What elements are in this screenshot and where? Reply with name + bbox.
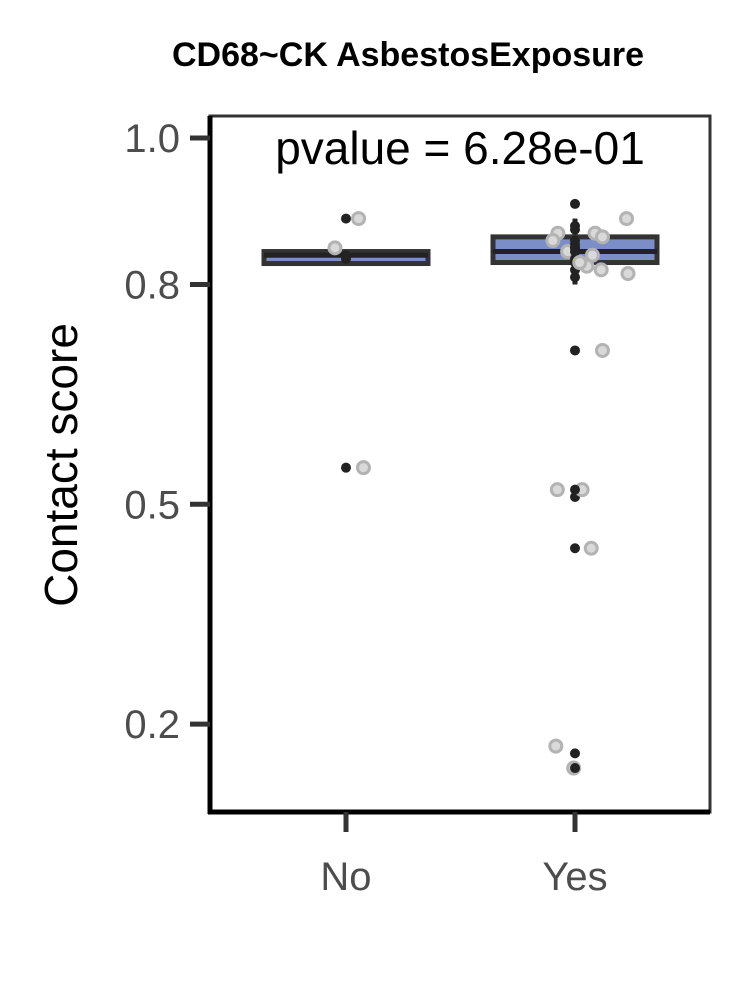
data-point-jitter [620,266,636,282]
data-point [570,484,580,495]
data-point [341,462,351,473]
data-point-jitter [594,229,610,245]
chart-title: CD68~CK AsbestosExposure [172,36,644,74]
pvalue-annotation: pvalue = 6.28e-01 [275,122,645,174]
data-point-jitter [593,262,609,278]
x-tick-label: Yes [542,855,607,899]
data-point [570,242,580,253]
y-axis-label: Contact score [35,323,87,607]
data-point [341,213,351,224]
data-point-jitter [549,482,565,498]
data-point [570,748,580,759]
y-tick-label: 0.5 [124,483,180,527]
x-tick-label: No [320,855,371,899]
y-tick-label: 0.2 [124,703,180,747]
plot-panel [208,114,712,814]
data-point-jitter [594,342,610,358]
data-point [570,198,580,209]
points [327,198,636,776]
data-point [570,345,580,356]
y-tick-label: 1.0 [124,117,180,161]
data-point [570,272,580,283]
data-point-jitter [545,233,561,249]
data-point-jitter [572,255,588,271]
data-point-jitter [619,211,635,227]
data-point [570,543,580,554]
data-point [570,224,580,235]
data-point-jitter [584,247,600,263]
data-point-jitter [548,738,564,754]
data-point-jitter [351,211,367,227]
data-point-jitter [327,240,343,256]
data-point [341,253,351,264]
data-point [570,763,580,774]
data-point-jitter [355,460,371,476]
x-ticks: No Yes [320,812,608,899]
y-tick-label: 0.8 [124,264,180,308]
y-ticks: 0.2 0.5 0.8 1.0 [124,117,210,747]
data-point-jitter [583,540,599,556]
